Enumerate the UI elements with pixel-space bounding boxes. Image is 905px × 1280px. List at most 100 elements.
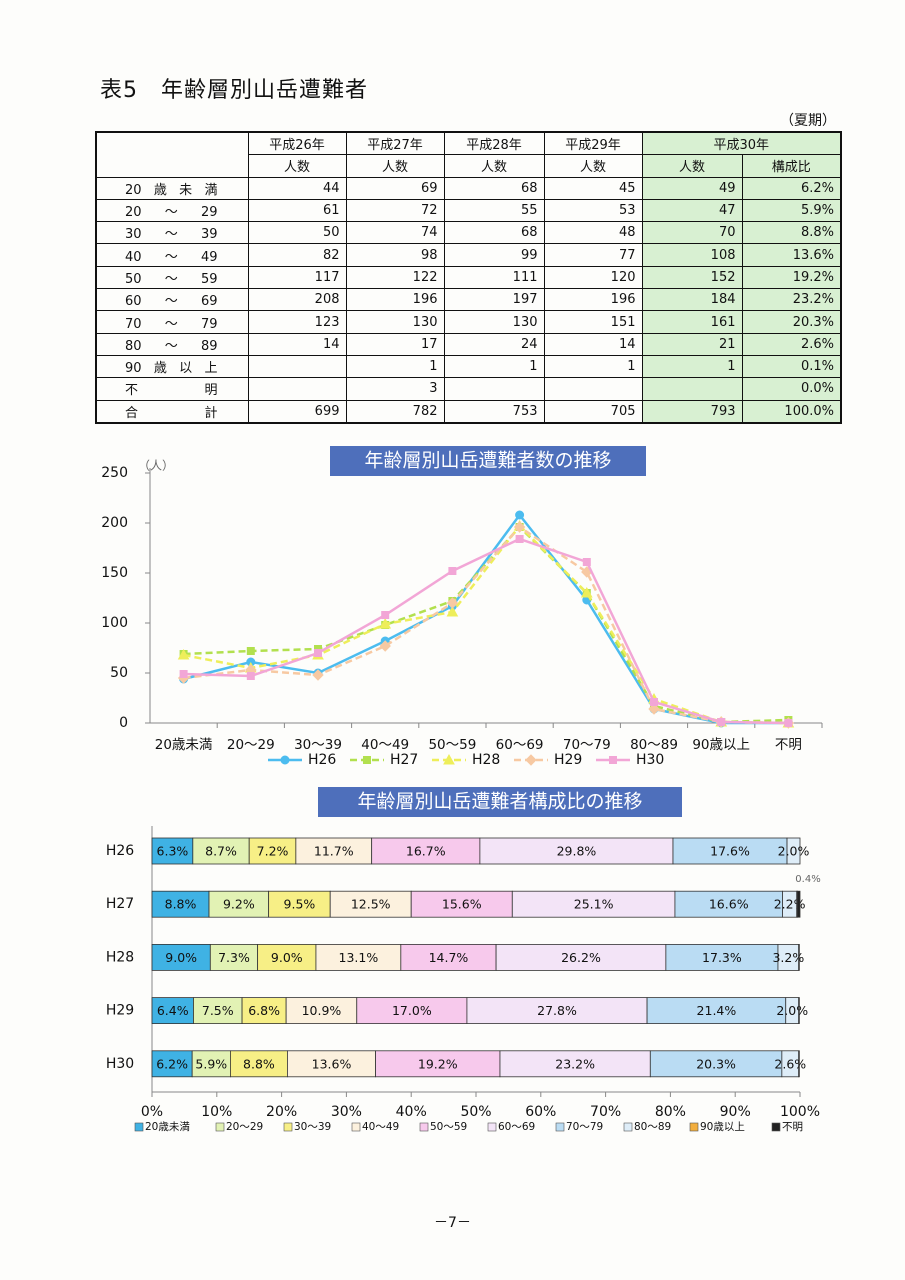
point xyxy=(650,698,658,706)
legend-swatch xyxy=(134,1122,144,1132)
bar-segment xyxy=(151,837,194,865)
table-cell: 90歳以上 xyxy=(95,354,249,379)
title: 表5 年齢層別山岳遭難者 xyxy=(100,78,368,103)
table-row: 40～49 82 98 99 77 108 13.6% xyxy=(95,243,842,267)
bar-segment xyxy=(797,890,801,918)
table-cell: 196 xyxy=(345,288,445,312)
table-cell: 196 xyxy=(543,288,643,312)
y-tick-label: 0 xyxy=(119,715,128,731)
y-tick-label: 200 xyxy=(101,515,128,531)
bar-segment xyxy=(257,944,317,971)
bar-segment xyxy=(375,1050,501,1078)
table-cell: 0.1% xyxy=(741,354,842,379)
table-cell: 構成比 xyxy=(741,154,842,178)
data-label: 17.6% xyxy=(710,844,750,859)
table-cell: 人数 xyxy=(641,154,743,178)
table-cell: 19.2% xyxy=(741,265,842,290)
data-label: 19.2% xyxy=(418,1056,458,1071)
data-table: 平成26年 平成27年 平成28年 平成29年 平成30年 人数 人数 人数 人数 人数 構成比 20… xyxy=(95,131,842,424)
data-label: 7.2% xyxy=(257,844,289,859)
x-tick-label: 90歳以上 xyxy=(692,737,750,753)
x-tick-label: 40% xyxy=(396,1104,427,1120)
table-cell xyxy=(95,131,249,178)
data-label: 6.3% xyxy=(157,844,189,859)
legend-marker xyxy=(525,754,537,766)
table-cell: 0.0% xyxy=(741,377,842,401)
y-tick-label: H29 xyxy=(106,1003,134,1019)
table-cell: 753 xyxy=(443,399,545,424)
point xyxy=(784,719,793,727)
data-label: 2.2% xyxy=(774,897,806,912)
table-note: （夏期） xyxy=(780,113,836,129)
legend-label: 30～39 xyxy=(294,1121,331,1133)
data-label: 6.4% xyxy=(157,1003,189,1018)
bar-segment xyxy=(466,997,648,1024)
data-label: 17.0% xyxy=(392,1003,432,1018)
data-label: 11.7% xyxy=(314,844,354,859)
table-cell: 平成30年 xyxy=(641,131,842,156)
y-tick-label: 50 xyxy=(110,665,128,681)
x-tick-label: 不明 xyxy=(775,737,802,753)
legend-swatch xyxy=(283,1122,293,1132)
legend-label: 不明 xyxy=(782,1121,803,1133)
y-tick-label: 100 xyxy=(101,615,128,631)
y-tick-label: H27 xyxy=(106,896,134,912)
table-cell: 13.6% xyxy=(741,243,842,267)
table-cell: 117 xyxy=(247,265,347,290)
point xyxy=(446,605,459,617)
point xyxy=(381,611,390,619)
legend-label: H27 xyxy=(390,752,418,768)
table-cell: 人数 xyxy=(543,154,643,178)
legend-label: 70～79 xyxy=(566,1121,603,1133)
table-cell: 47 xyxy=(641,198,743,223)
table-cell: 23.2% xyxy=(741,288,842,312)
x-tick-label: 30% xyxy=(331,1104,362,1120)
bar-segment xyxy=(193,997,243,1024)
legend-swatch xyxy=(689,1122,699,1132)
data-label: 13.1% xyxy=(339,950,379,965)
legend-label: H30 xyxy=(636,752,664,768)
table-cell: 2.6% xyxy=(741,332,842,356)
chart-title: 年齢層別山岳遭難者構成比の推移 xyxy=(357,791,642,813)
x-tick-label: 20～29 xyxy=(227,737,275,753)
table-cell: 108 xyxy=(641,243,743,267)
legend-marker xyxy=(280,755,290,765)
table-cell: 152 xyxy=(641,265,743,290)
point xyxy=(379,640,391,652)
point xyxy=(446,597,459,609)
legend-label: 20歳未満 xyxy=(145,1121,190,1133)
series-line xyxy=(183,524,789,725)
x-tick-label: 60% xyxy=(525,1104,556,1120)
bar-segment xyxy=(410,890,513,918)
bar-segment xyxy=(672,837,788,865)
bar-segment xyxy=(646,997,787,1024)
chart-title: 年齢層別山岳遭難者数の推移 xyxy=(364,450,611,472)
table-cell: 平成28年 xyxy=(443,131,545,156)
series-line xyxy=(183,537,789,725)
table-row: 20歳未満 44 69 68 45 49 6.2% xyxy=(95,176,842,200)
legend-label: H26 xyxy=(308,752,336,768)
bar-segment xyxy=(786,837,801,865)
data-label: 9.2% xyxy=(223,897,255,912)
legend-label: 20～29 xyxy=(226,1121,263,1133)
table-cell: 161 xyxy=(641,310,743,334)
x-tick-label: 10% xyxy=(201,1104,232,1120)
data-label: 2.6% xyxy=(774,1056,806,1071)
table-row: 不明 3 0.0% xyxy=(95,377,842,401)
data-label: 5.9% xyxy=(195,1056,227,1071)
y-tick-label: 250 xyxy=(101,465,128,481)
x-tick-label: 90% xyxy=(720,1104,751,1120)
y-tick-label: H26 xyxy=(106,843,134,859)
x-tick-label: 0% xyxy=(141,1104,163,1120)
legend-marker xyxy=(363,756,371,764)
bar-segment xyxy=(191,1050,231,1078)
table-cell: 不明 xyxy=(95,377,249,401)
legend-swatch xyxy=(555,1122,565,1132)
legend-swatch xyxy=(351,1122,361,1132)
bar-segment xyxy=(230,1050,288,1078)
y-axis-unit: （人） xyxy=(138,459,174,473)
legend-label: 60～69 xyxy=(498,1121,535,1133)
table-cell: 151 xyxy=(543,310,643,334)
data-label: 23.2% xyxy=(555,1056,595,1071)
